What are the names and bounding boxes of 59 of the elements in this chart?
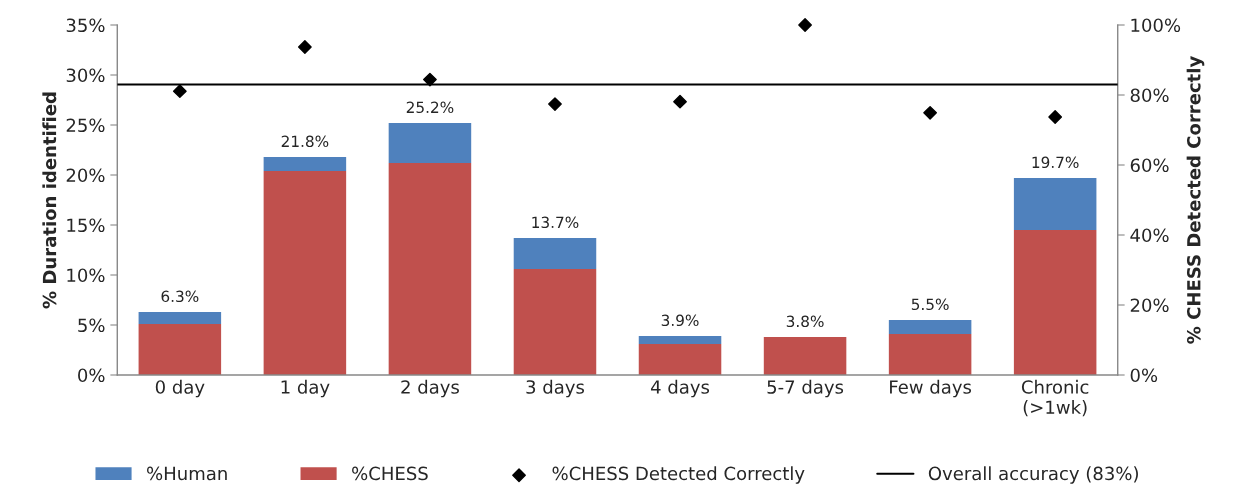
total-label: 3.8%: [786, 315, 824, 328]
total-label: 3.9%: [661, 314, 699, 327]
y2-tick-label: 20%: [1130, 298, 1169, 313]
bar: [138, 312, 222, 324]
x-tick-label: Chronic (>1wk): [1021, 379, 1089, 417]
point: [548, 97, 562, 112]
bar: [1013, 178, 1097, 230]
total-label: 13.7%: [532, 216, 579, 229]
bar: [263, 171, 347, 375]
x-tick-label: 1 day: [281, 379, 330, 398]
bar: [263, 157, 347, 171]
bar: [388, 163, 472, 375]
point: [172, 84, 187, 99]
y-tick-label: 30%: [66, 68, 105, 83]
bar: [513, 238, 597, 269]
x-tick-label: 4 days: [650, 379, 710, 398]
y2-axis-title: % CHESS Detected Correctly: [1186, 56, 1205, 344]
y2-tick-label: 80%: [1130, 88, 1169, 103]
y-tick-label: 5%: [78, 318, 105, 333]
point: [297, 40, 312, 54]
total-label: 25.2%: [406, 101, 454, 114]
x-tick-label: 0 day: [155, 379, 205, 398]
y-tick-label: 25%: [66, 118, 105, 133]
point: [673, 94, 687, 109]
y-tick-label: 0%: [78, 368, 105, 383]
bar: [763, 337, 847, 375]
bar: [638, 344, 722, 375]
bar: [388, 123, 472, 163]
y-tick-label: 10%: [67, 268, 105, 283]
bar: [513, 269, 597, 375]
y2-tick-label: 40%: [1130, 228, 1169, 243]
x-tick-label: 5-7 days: [767, 379, 844, 398]
x-tick-label: 2 days: [401, 379, 459, 398]
point: [923, 105, 938, 120]
x-tick-label: 3 days: [526, 379, 585, 398]
total-label: 5.5%: [911, 298, 949, 311]
bar: [638, 336, 722, 344]
legend-label: %CHESS Detected Correctly: [552, 466, 805, 484]
y-tick-label: 15%: [67, 218, 105, 233]
legend-label: %Human: [147, 466, 227, 481]
y-axis-title: % Duration identified: [42, 92, 57, 309]
y2-tick-label: 0%: [1130, 368, 1158, 383]
x-tick-label: Few days: [890, 379, 972, 398]
y-tick-label: 20%: [66, 168, 105, 183]
bar: [1013, 230, 1097, 375]
point: [1048, 110, 1063, 124]
bar: [138, 324, 222, 375]
legend-label: %CHESS: [352, 466, 428, 481]
y-tick-label: 35%: [66, 18, 105, 33]
total-label: 19.7%: [1032, 156, 1079, 169]
point: [423, 72, 437, 87]
point: [798, 18, 812, 32]
bar: [888, 320, 972, 334]
bar: [888, 334, 972, 375]
y2-tick-label: 100%: [1131, 18, 1181, 33]
total-label: 6.3%: [161, 290, 199, 303]
legend-label: Overall accuracy (83%): [928, 466, 1138, 484]
total-label: 21.8%: [281, 135, 329, 148]
y2-tick-label: 60%: [1130, 158, 1169, 173]
